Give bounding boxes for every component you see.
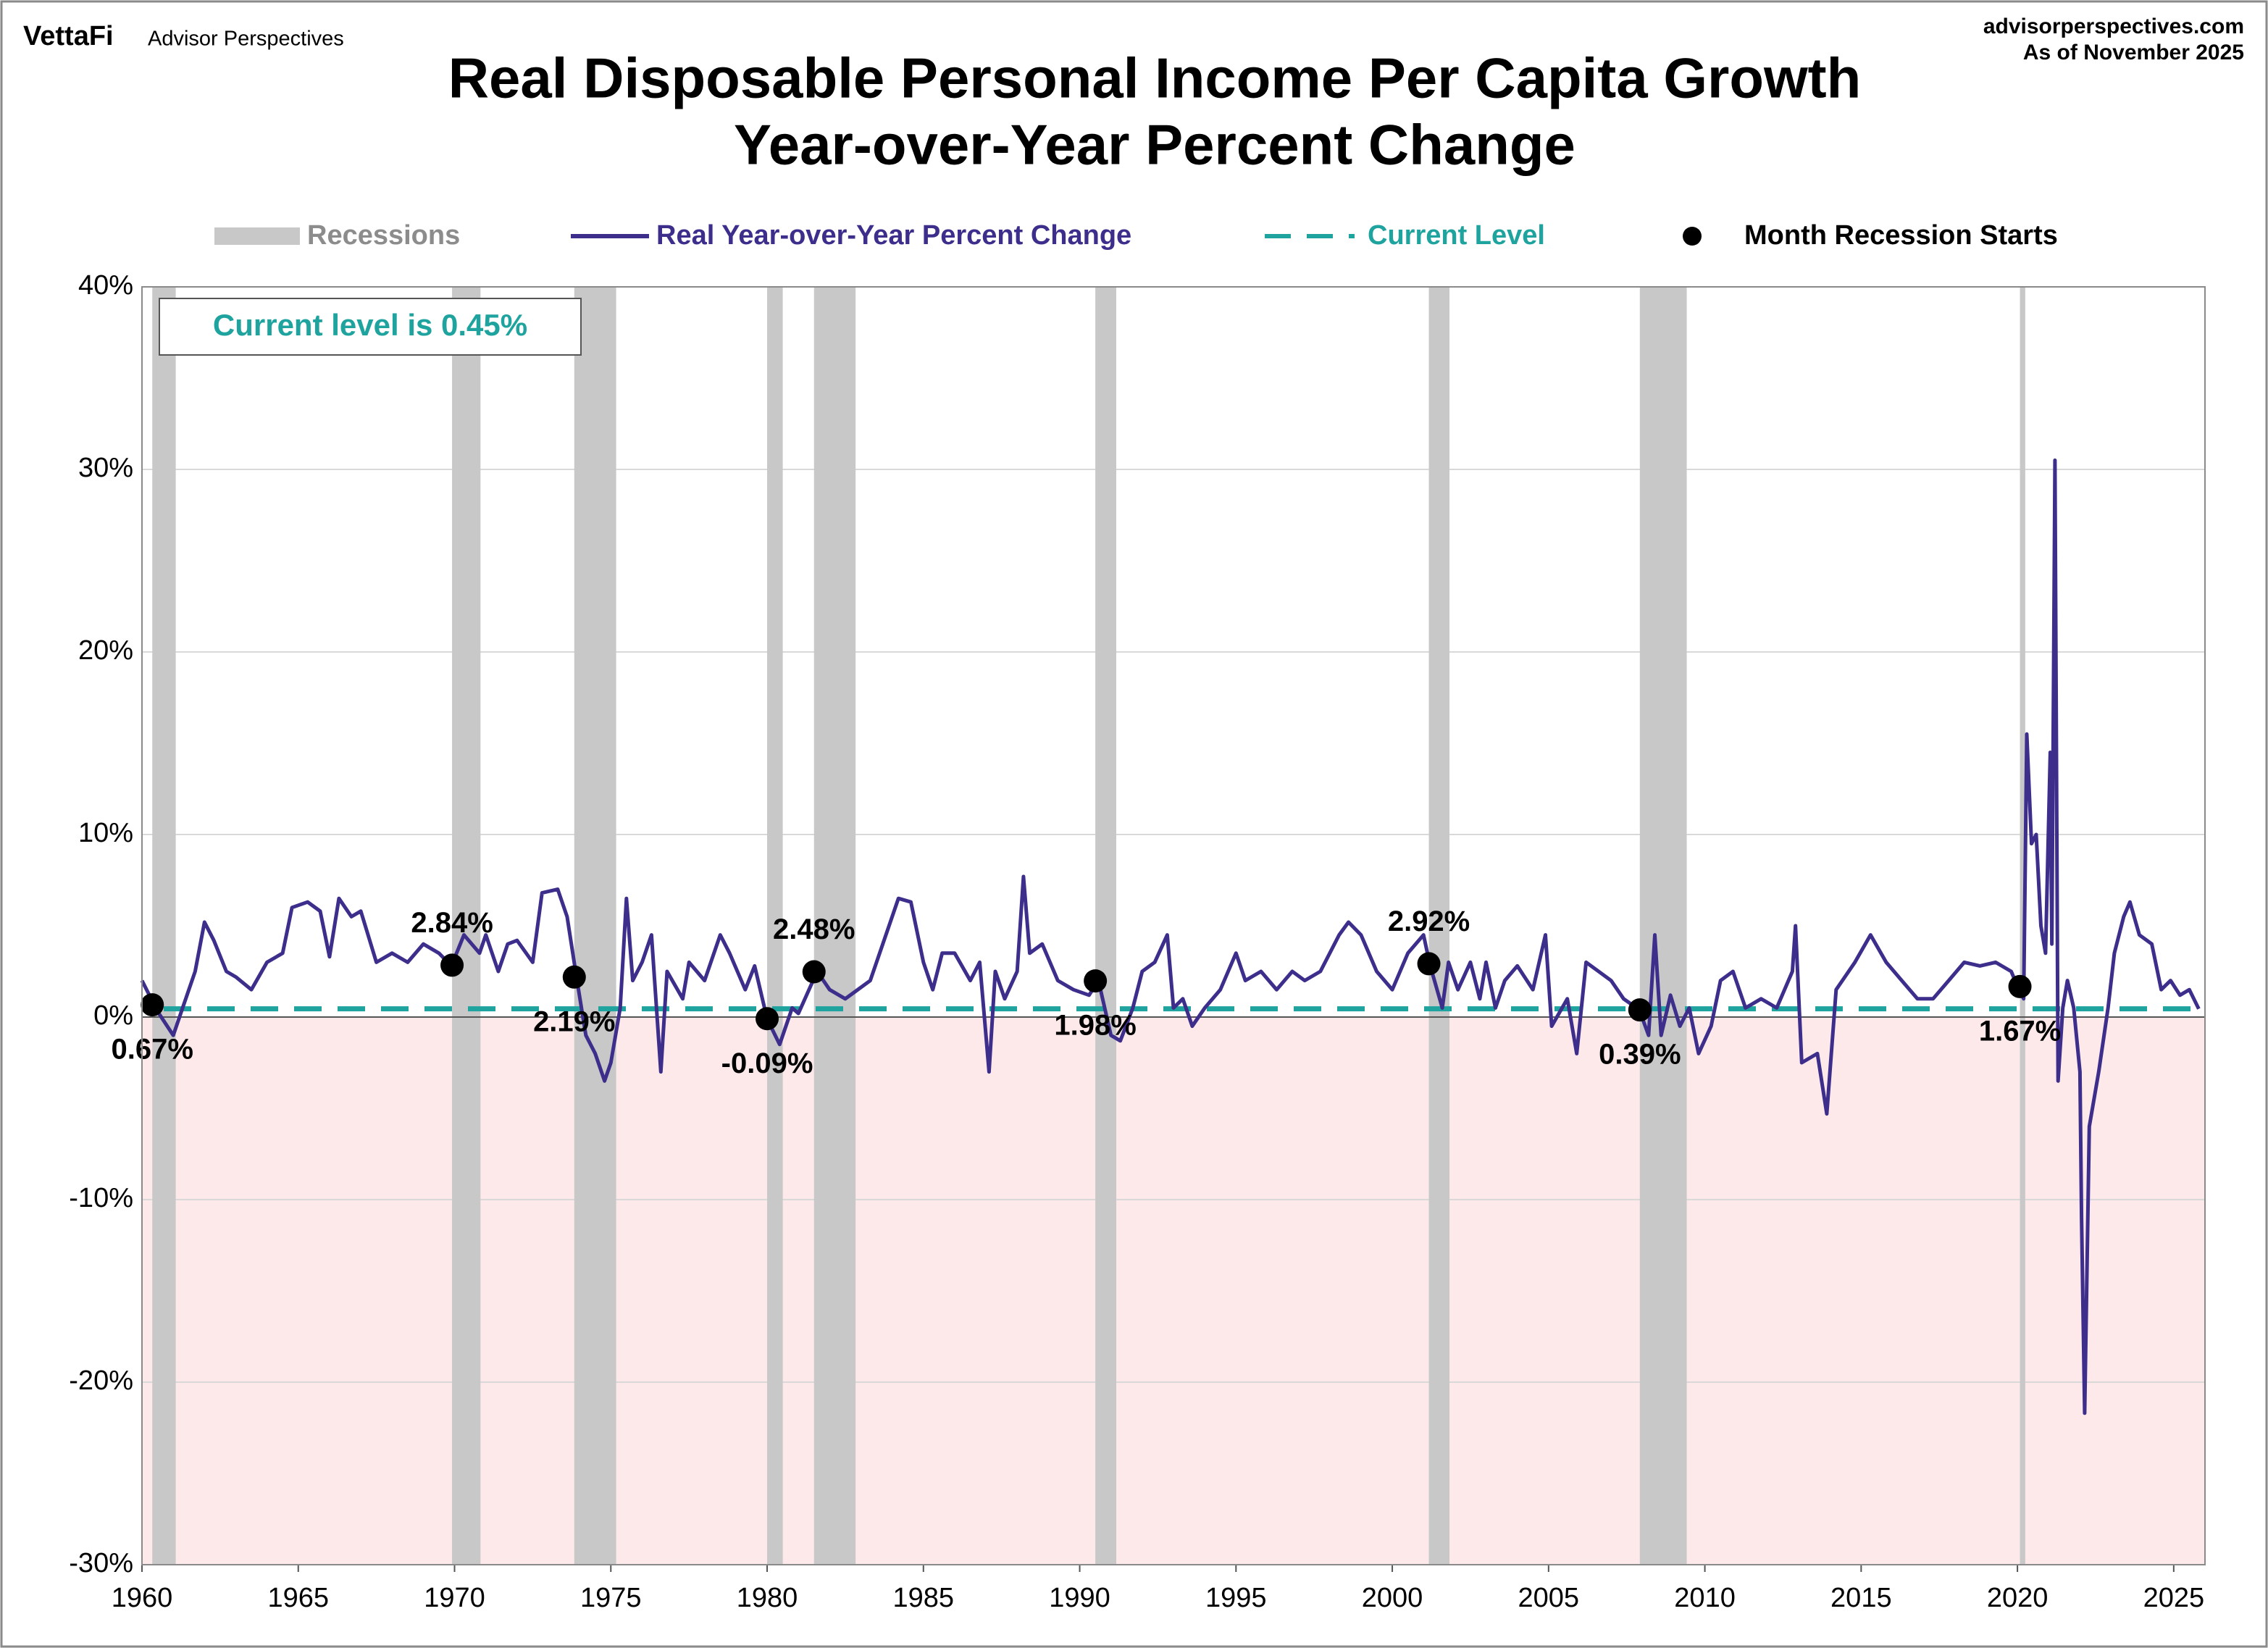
y-tick-label: -20%: [69, 1365, 133, 1396]
x-tick-label: 1980: [737, 1583, 798, 1613]
recession-start-label: 2.84%: [411, 907, 493, 939]
x-tick-label: 1960: [112, 1583, 173, 1613]
series-line: [140, 458, 2201, 1415]
recession-start-label: 0.39%: [1599, 1039, 1681, 1071]
recession-band: [1428, 287, 1450, 1565]
recession-band: [574, 287, 616, 1565]
legend-label: Current Level: [1368, 220, 1545, 251]
recession-band: [2020, 287, 2025, 1565]
x-tick-label: 1995: [1205, 1583, 1267, 1613]
y-tick-label: 10%: [78, 818, 133, 848]
recession-start-label: 1.98%: [1054, 1010, 1136, 1042]
recession-band: [767, 287, 783, 1565]
legend-label: Month Recession Starts: [1744, 220, 2058, 251]
x-tick-label: 1970: [424, 1583, 485, 1613]
legend-swatch: [1683, 227, 1702, 246]
as-of: As of November 2025: [2023, 41, 2244, 64]
recession-band: [1095, 287, 1117, 1565]
plot-border: [141, 286, 2206, 1565]
x-tick-label: 2010: [1674, 1583, 1736, 1613]
recession-start-label: -0.09%: [721, 1047, 813, 1079]
annotation: Current level is 0.45%: [213, 308, 527, 342]
x-tick-label: 2005: [1518, 1583, 1580, 1613]
y-tick-label: 20%: [78, 635, 133, 666]
y-tick-label: 30%: [78, 453, 133, 483]
recession-start-label: 0.67%: [112, 1034, 193, 1066]
recession-start-label: 2.92%: [1388, 905, 1470, 937]
x-tick-label: 1965: [267, 1583, 329, 1613]
y-tick-label: 0%: [93, 1000, 133, 1031]
annotation-box: [159, 298, 582, 356]
source: advisorperspectives.com: [1983, 14, 2244, 38]
x-tick-label: 2020: [1987, 1583, 2049, 1613]
recession-start-point: [562, 965, 586, 989]
x-tick-label: 1985: [893, 1583, 955, 1613]
brand-sub: Advisor Perspectives: [148, 28, 344, 51]
x-tick-label: 2000: [1362, 1583, 1423, 1613]
recession-start-label: 2.19%: [533, 1005, 615, 1037]
recession-band: [452, 287, 481, 1565]
x-tick-label: 1975: [580, 1583, 642, 1613]
y-tick-label: -10%: [69, 1183, 133, 1213]
recession-start-label: 1.67%: [1979, 1015, 2061, 1047]
recession-band: [813, 287, 856, 1565]
x-tick-label: 1990: [1049, 1583, 1110, 1613]
recession-start-point: [2008, 974, 2032, 998]
recession-band: [1639, 287, 1687, 1565]
legend-label: Recessions: [307, 220, 460, 251]
recession-start-label: 2.48%: [773, 913, 855, 945]
x-tick-label: 2015: [1830, 1583, 1892, 1613]
recession-start-point: [1628, 998, 1652, 1022]
recession-start-point: [802, 960, 826, 984]
recession-start-point: [756, 1007, 779, 1031]
recession-start-point: [141, 993, 164, 1017]
chart-subtitle: Year-over-Year Percent Change: [734, 113, 1576, 177]
chart-title: Real Disposable Personal Income Per Capi…: [448, 46, 1862, 110]
legend: Recessions Real Year-over-Year Percent C…: [214, 220, 2058, 251]
y-tick-label: 40%: [78, 270, 133, 301]
recession-start-point: [440, 953, 464, 977]
x-tick-label: 2025: [2143, 1583, 2205, 1613]
y-tick-label: -30%: [69, 1548, 133, 1578]
recession-start-point: [1417, 952, 1441, 976]
recession-band: [152, 287, 176, 1565]
legend-swatch: [214, 227, 300, 245]
legend-label: Real Year-over-Year Percent Change: [656, 220, 1131, 251]
negative-region: [142, 1017, 2205, 1565]
brand: VettaFi: [23, 21, 114, 51]
recession-start-point: [1084, 969, 1108, 993]
